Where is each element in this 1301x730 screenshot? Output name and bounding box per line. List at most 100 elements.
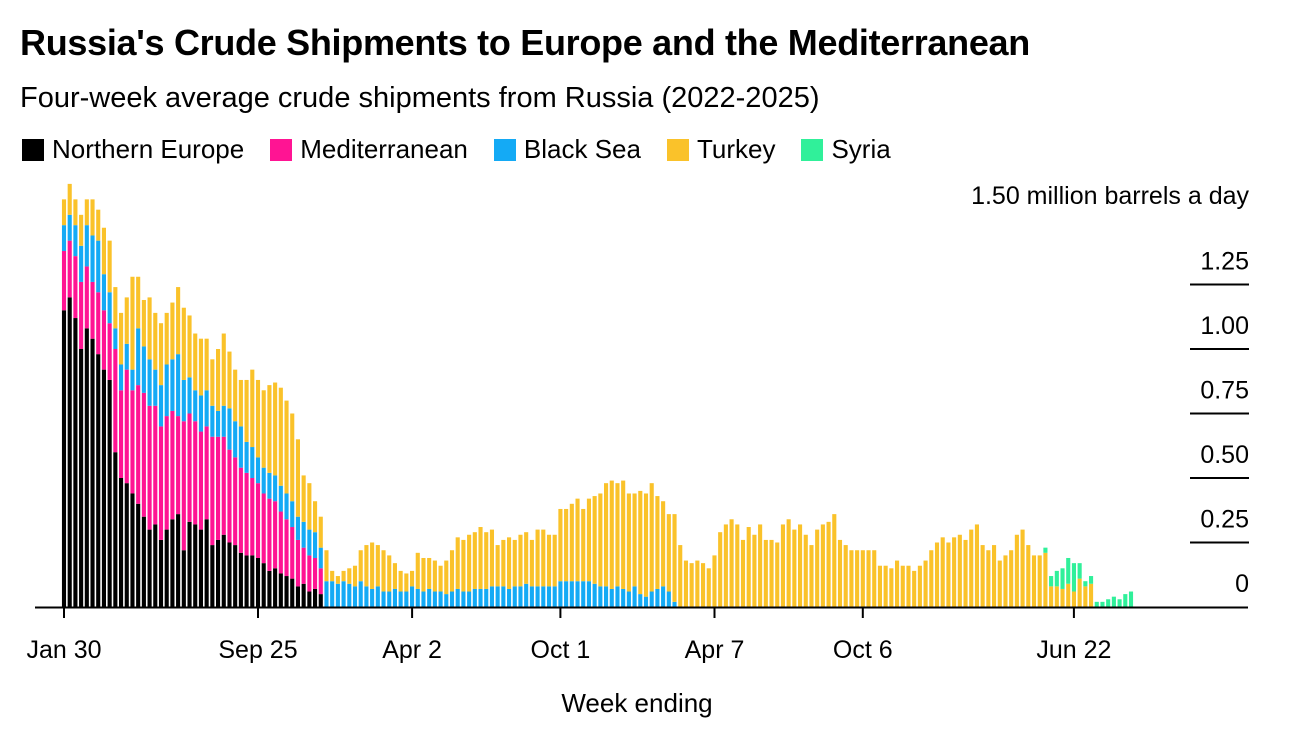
bar-segment-black-sea [461, 591, 466, 607]
bar-segment-turkey [849, 550, 854, 607]
bar-segment-turkey [1083, 586, 1088, 607]
bar-segment-black-sea [233, 421, 238, 458]
bar-segment-black-sea [130, 369, 135, 391]
bar-segment-black-sea [518, 586, 523, 607]
bar-segment-turkey [826, 521, 831, 607]
bar-segment-turkey [723, 524, 728, 607]
bar-segment-black-sea [210, 405, 215, 437]
bar-segment-turkey [512, 539, 517, 587]
bar-segment-turkey [352, 565, 358, 587]
bar-segment-black-sea [301, 521, 306, 548]
bar-segment-black-sea [221, 405, 226, 437]
bar-segment-turkey [438, 565, 443, 592]
bar-segment-black-sea [352, 586, 358, 607]
bar-segment-turkey [1003, 555, 1008, 607]
bar-segment-black-sea [250, 447, 255, 478]
bar-segment-turkey [974, 524, 979, 607]
bar-segment-turkey [564, 508, 569, 582]
bar-segment-turkey [261, 390, 266, 468]
bar-segment-turkey [763, 539, 768, 607]
bar-segment-black-sea [158, 385, 164, 427]
bar-segment-black-sea [643, 596, 649, 607]
bar-segment-syria [1123, 594, 1128, 607]
bar-segment-black-sea [61, 225, 67, 251]
bar-segment-turkey [1089, 583, 1094, 607]
bar-segment-turkey [706, 568, 711, 607]
bar-segment-mediterranean [210, 436, 215, 546]
y-tick-label: 1.25 [1200, 248, 1249, 276]
bar-segment-black-sea [655, 588, 660, 607]
bar-segment-northern-europe [84, 328, 89, 607]
bar-segment-black-sea [495, 586, 500, 607]
bar-segment-black-sea [261, 467, 266, 494]
bar-segment-turkey [484, 532, 489, 589]
y-unit-label: 1.50 million barrels a day [971, 182, 1249, 210]
y-tick-label: 0 [1235, 570, 1249, 598]
bar-segment-northern-europe [170, 519, 175, 607]
bar-segment-black-sea [455, 588, 460, 607]
bar-segment-turkey [358, 550, 363, 582]
bar-segment-mediterranean [221, 436, 226, 535]
bar-segment-mediterranean [204, 426, 209, 520]
bar-segment-turkey [997, 560, 1002, 607]
bar-segment-syria [1054, 570, 1059, 587]
bar-segment-black-sea [381, 591, 386, 607]
bar-segment-turkey [461, 539, 466, 592]
bar-segment-turkey [467, 534, 472, 592]
bar-segment-black-sea [586, 581, 591, 607]
bar-segment-turkey [187, 315, 192, 378]
bar-segment-northern-europe [153, 524, 158, 607]
bar-segment-black-sea [512, 586, 517, 607]
bar-segment-turkey [1049, 586, 1054, 607]
bar-segment-black-sea [278, 485, 283, 512]
bar-segment-mediterranean [227, 449, 232, 543]
legend-label-turkey: Turkey [696, 134, 776, 164]
bar-segment-black-sea [575, 581, 580, 607]
bar-segment-northern-europe [313, 588, 318, 607]
bar-segment-turkey [866, 550, 871, 607]
legend-swatch-black-sea [493, 138, 516, 161]
bar-segment-turkey [204, 338, 209, 391]
bar-segment-syria [1066, 557, 1071, 584]
bar-segment-black-sea [615, 586, 620, 607]
bar-segment-turkey [546, 534, 552, 587]
bar-segment-turkey [216, 349, 221, 411]
y-tick-label: 0.50 [1200, 441, 1249, 469]
bar-segment-mediterranean [284, 519, 289, 577]
bar-segment-black-sea [84, 225, 89, 267]
bar-segment-black-sea [626, 591, 631, 607]
bar-segment-syria [1077, 563, 1082, 579]
bar-segment-mediterranean [136, 385, 141, 504]
bar-segment-black-sea [153, 369, 158, 406]
bar-segment-turkey [1060, 588, 1065, 607]
bar-segment-turkey [449, 550, 455, 592]
bar-segment-black-sea [564, 581, 569, 607]
bar-segment-black-sea [227, 408, 232, 450]
bar-segment-black-sea [96, 240, 101, 293]
bar-segment-turkey [489, 529, 494, 587]
bar-segment-turkey [1037, 555, 1042, 607]
bar-segment-mediterranean [250, 478, 255, 556]
bar-segment-turkey [695, 560, 700, 607]
bar-segment-turkey [889, 568, 894, 607]
bar-segment-turkey [957, 534, 962, 607]
bar-segment-black-sea [170, 359, 175, 411]
bar-segment-turkey [786, 519, 791, 607]
bar-segment-turkey [193, 333, 198, 391]
bar-segment-northern-europe [147, 529, 152, 607]
bar-segment-mediterranean [113, 349, 118, 453]
bar-segment-turkey [170, 302, 175, 360]
bar-segment-black-sea [478, 588, 483, 607]
bar-segment-black-sea [438, 591, 443, 607]
bar-segment-turkey [666, 514, 671, 592]
bar-segment-turkey [877, 565, 882, 607]
bar-segment-black-sea [124, 343, 129, 370]
x-tick-label: Jun 22 [1036, 636, 1111, 664]
bar-segment-turkey [1054, 586, 1059, 607]
legend-swatch-syria [801, 138, 824, 161]
bar-segment-black-sea [661, 586, 666, 607]
bar-segment-mediterranean [67, 240, 72, 298]
bar-segment-black-sea [238, 426, 243, 468]
legend-label-mediterranean: Mediterranean [300, 134, 468, 164]
